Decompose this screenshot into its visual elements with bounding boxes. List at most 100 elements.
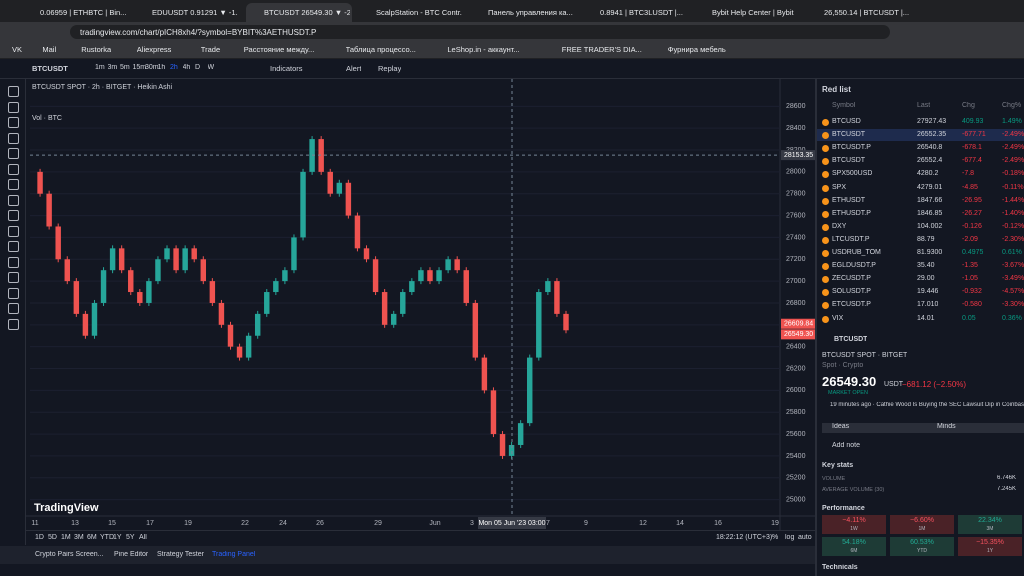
watchlist-cell: -3.49% <box>1002 275 1024 283</box>
scale-toggle[interactable]: auto <box>798 534 812 541</box>
watchlist-cell: -0.932 <box>962 288 982 296</box>
browser-tab[interactable]: 0.06959 | ETHBTC | Bin... <box>22 3 128 22</box>
watchlist-cell: 26540.8 <box>917 144 943 152</box>
tool-icon[interactable] <box>8 241 19 252</box>
interval[interactable]: D <box>195 64 201 71</box>
bookmark[interactable]: Aliexpress <box>136 45 172 54</box>
watchlist-cell: 35.40 <box>917 262 935 270</box>
tool-icon[interactable] <box>8 132 19 144</box>
range-button[interactable]: 5Y <box>126 534 135 541</box>
column-header: Last <box>917 102 931 109</box>
range-button[interactable]: 1M <box>61 534 71 541</box>
minds-button[interactable]: Minds <box>927 423 1024 433</box>
range-button[interactable]: YTD <box>100 534 114 541</box>
candle-body <box>499 434 506 456</box>
interval[interactable]: 2h <box>170 64 178 71</box>
watchlist-cell: -2.09 <box>962 235 978 243</box>
bookmark[interactable]: FREE TRADER'S DIA... <box>561 45 642 54</box>
bookmark[interactable]: Фурнира мебель <box>667 45 726 54</box>
range-button[interactable]: 1Y <box>113 534 122 541</box>
watermark: TradingView <box>34 502 99 514</box>
interval[interactable]: 15m <box>132 64 147 71</box>
panel-tab[interactable]: Pine Editor <box>114 551 149 558</box>
interval[interactable]: 1m <box>95 64 105 71</box>
stat-value: 7.245K <box>997 486 1017 492</box>
panel-tab[interactable]: Crypto Pairs Screen... <box>35 551 104 558</box>
alert-button[interactable]: Alert <box>346 64 362 73</box>
bookmark[interactable]: Mail <box>42 45 57 54</box>
interval[interactable]: W <box>207 64 215 71</box>
bookmark[interactable]: Расстояние между... <box>243 45 315 54</box>
interval[interactable]: 30m <box>145 64 159 71</box>
y-tick-label: 27200 <box>786 256 806 263</box>
key-stats: Key stats <box>822 462 854 469</box>
watchlist-cell: -2.49% <box>1002 157 1024 165</box>
tool-icon[interactable] <box>8 179 19 190</box>
watchlist-title[interactable]: Red list <box>822 85 851 94</box>
tool-icon[interactable] <box>8 194 19 206</box>
tool-icon[interactable] <box>8 210 19 221</box>
tool-icon[interactable] <box>8 225 19 237</box>
interval[interactable]: 4h <box>182 64 191 71</box>
ideas-button[interactable]: Ideas <box>822 423 929 433</box>
interval[interactable]: 5m <box>120 64 130 71</box>
candle-body <box>164 248 170 260</box>
perf-value: 22.34% <box>978 517 1002 524</box>
scale-toggle[interactable]: % <box>772 534 779 541</box>
browser-tab[interactable]: 26,550.14 | BTCUSDT |... <box>806 3 912 22</box>
candle-body <box>463 270 469 303</box>
omnibox[interactable]: tradingview.com/chart/pICH8xh4/?symbol=B… <box>70 25 890 39</box>
perf-box: 22.34% 3M <box>958 515 1022 534</box>
tool-icon[interactable] <box>8 318 19 330</box>
browser-tab[interactable]: 0.8941 | BTC3LUSDT |... <box>582 3 688 22</box>
browser-tab[interactable]: EDUUSDT 0.91291 ▼ -1... <box>134 3 240 22</box>
browser-tab[interactable]: BTCUSDT 26549.30 ▼ -2... <box>246 3 352 22</box>
column-header: Chg% <box>1002 102 1022 109</box>
candle-body <box>372 259 379 293</box>
bookmark[interactable]: LeShop.in - аккаунт... <box>447 45 520 54</box>
tool-icon[interactable] <box>8 101 19 113</box>
interval[interactable]: 1h <box>157 64 166 71</box>
tool-icon[interactable] <box>8 272 19 283</box>
perf-box: −6.60% 1M <box>890 515 954 534</box>
watchlist-cell: 0.61% <box>1002 249 1022 256</box>
range-button[interactable]: 1D <box>35 534 44 541</box>
candle-body <box>490 390 497 435</box>
range-bar <box>26 530 815 546</box>
detail-status: MARKET OPEN <box>828 390 868 396</box>
watchlist-cell: SOLUSDT.P <box>832 288 871 296</box>
range-button[interactable]: 5D <box>48 534 57 541</box>
browser-tab[interactable]: ScalpStation - BTC Contr... <box>358 3 464 22</box>
tool-icon[interactable] <box>8 287 19 299</box>
range-button[interactable]: 3M <box>74 534 84 541</box>
tool-icon[interactable] <box>8 256 19 268</box>
scale-toggle[interactable]: log <box>785 534 795 541</box>
symbol-icon <box>822 236 829 244</box>
symbol-search[interactable]: BTCUSDT <box>32 64 68 73</box>
range-button[interactable]: All <box>139 534 147 541</box>
replay-button[interactable]: Replay <box>378 64 402 73</box>
tool-icon[interactable] <box>8 86 19 97</box>
panel-tab[interactable]: Trading Panel <box>212 551 256 558</box>
bookmark[interactable]: Rustorka <box>81 45 112 54</box>
column-header: Symbol <box>832 102 856 109</box>
tool-icon[interactable] <box>8 163 19 175</box>
watchlist-cell: 1847.66 <box>917 196 943 204</box>
add-note[interactable]: Add note <box>832 442 861 449</box>
watchlist-row[interactable] <box>817 129 1024 142</box>
indicators-button[interactable]: Indicators <box>270 64 303 73</box>
tab-title: Bybit Help Center | Bybit <box>712 8 794 17</box>
browser-tab[interactable]: Bybit Help Center | Bybit <box>694 3 800 22</box>
interval[interactable]: 3m <box>107 64 118 71</box>
symbol-icon <box>822 250 829 257</box>
tool-icon[interactable] <box>8 303 19 314</box>
bookmark[interactable]: Trade <box>200 45 221 54</box>
bookmark[interactable]: VK <box>12 45 23 54</box>
browser-tab[interactable]: Панель управления ка... <box>470 3 576 22</box>
range-button[interactable]: 6M <box>87 534 97 541</box>
panel-tab[interactable]: Strategy Tester <box>157 551 204 558</box>
tool-icon[interactable] <box>8 117 19 128</box>
bookmark[interactable]: Таблица процессо... <box>345 45 416 54</box>
tab-title: 0.8941 | BTC3LUSDT |... <box>600 8 683 17</box>
tool-icon[interactable] <box>8 148 19 159</box>
